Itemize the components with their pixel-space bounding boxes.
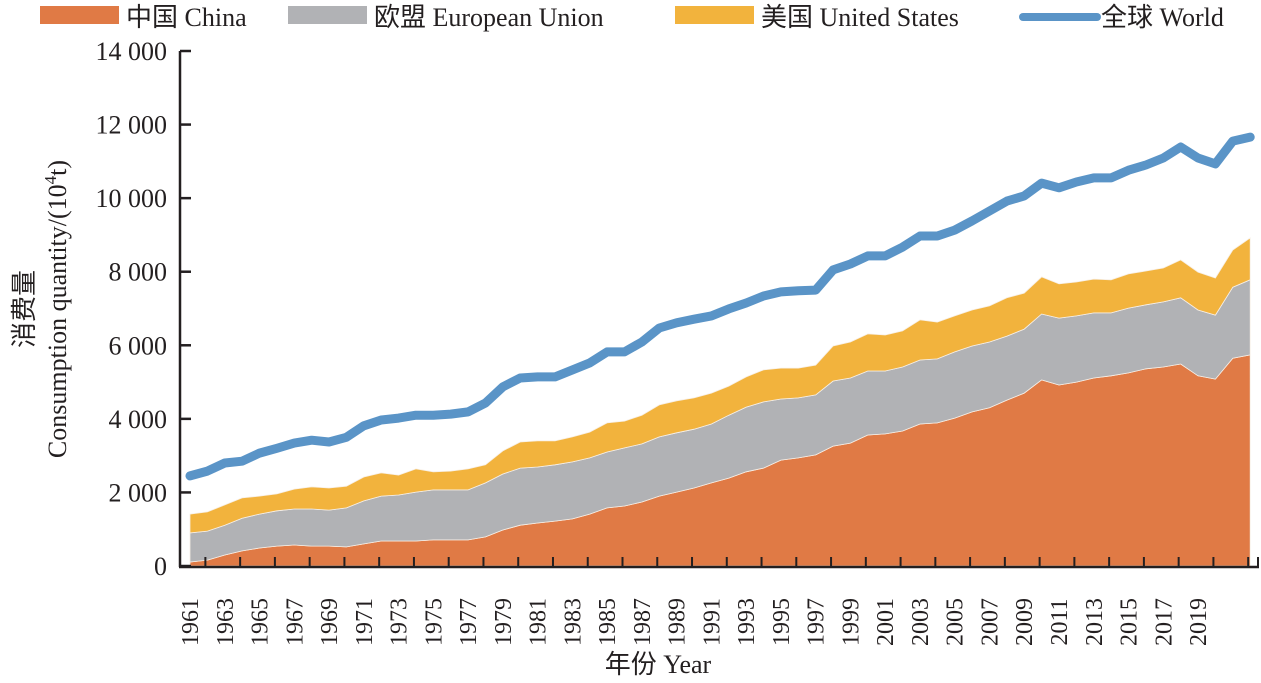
x-tick-label: 1989 xyxy=(665,598,691,646)
y-axis-title-end: t) xyxy=(43,160,72,176)
x-tick-label: 1995 xyxy=(769,598,795,646)
y-tick-label: 8 000 xyxy=(109,258,168,287)
x-tick-label: 1973 xyxy=(387,598,413,646)
x-tick-label: 1977 xyxy=(456,598,482,646)
x-tick-label: 1963 xyxy=(213,598,239,646)
legend-swatch xyxy=(288,6,367,24)
y-tick-label: 2 000 xyxy=(109,478,168,507)
y-axis-title-sup: 4 xyxy=(41,175,60,184)
legend-swatch xyxy=(40,6,119,24)
area-united-states xyxy=(189,237,1251,534)
y-tick-label: 12 000 xyxy=(96,111,168,140)
legend-label: 美国 United States xyxy=(761,3,959,32)
y-tick-label: 0 xyxy=(154,552,167,581)
legend-label: 中国 China xyxy=(126,3,247,32)
x-axis-title: 年份 Year xyxy=(605,650,712,679)
x-tick-label: 2019 xyxy=(1186,598,1212,646)
line-series xyxy=(185,132,1255,481)
x-tick-label: 1961 xyxy=(178,598,204,646)
y-axis-title-cn: 消费量 xyxy=(10,270,39,348)
x-tick-label: 1967 xyxy=(282,598,308,646)
legend-item: 美国 United States xyxy=(675,3,959,32)
x-tick-label: 1965 xyxy=(248,598,274,646)
x-tick-label: 2009 xyxy=(1012,598,1038,646)
y-tick-label: 4 000 xyxy=(109,405,168,434)
x-tick-label: 2001 xyxy=(873,598,899,646)
y-axis-title-main: Consumption quantity/(10 xyxy=(43,184,72,458)
x-tick-label: 1971 xyxy=(352,598,378,646)
legend-label: 全球 World xyxy=(1101,3,1224,32)
legend-label: 欧盟 European Union xyxy=(374,3,604,32)
x-tick-label: 1979 xyxy=(491,598,517,646)
y-tick-label: 6 000 xyxy=(109,331,168,360)
line-world xyxy=(185,132,1255,481)
legend-item: 欧盟 European Union xyxy=(288,3,604,32)
x-tick-label: 1991 xyxy=(699,598,725,646)
legend-item: 中国 China xyxy=(40,3,247,32)
x-tick-label: 1993 xyxy=(734,598,760,646)
y-tick-label: 10 000 xyxy=(96,184,168,213)
x-tick-label: 2013 xyxy=(1082,598,1108,646)
x-tick-label: 2007 xyxy=(978,598,1004,646)
x-tick-label: 1999 xyxy=(838,598,864,646)
x-tick-label: 1997 xyxy=(804,598,830,646)
x-tick-label: 1987 xyxy=(630,598,656,646)
axis-titles: 年份 Year 消费量 Consumption quantity/(104t) xyxy=(10,160,712,679)
x-tick-label: 1983 xyxy=(560,598,586,646)
x-tick-label: 2005 xyxy=(943,598,969,646)
x-tick-label: 2003 xyxy=(908,598,934,646)
stacked-areas xyxy=(189,237,1251,567)
x-tick-label: 2015 xyxy=(1117,598,1143,646)
x-tick-label: 1975 xyxy=(421,598,447,646)
legend-item: 全球 World xyxy=(1019,3,1224,32)
x-tick-label: 1985 xyxy=(595,598,621,646)
y-tick-label: 14 000 xyxy=(96,37,168,66)
y-axis-title-en: Consumption quantity/(104t) xyxy=(41,160,72,458)
x-axis: 1961 1963 1965 1967 1969 1971 1973 1975 1977 1979… xyxy=(178,557,1259,646)
y-axis: 0 2 000 4 000 6 000 8 000 10 000 12 000 14 000 xyxy=(96,37,191,581)
x-tick-label: 1969 xyxy=(317,598,343,646)
legend-swatch xyxy=(675,6,754,24)
x-tick-label: 1981 xyxy=(526,598,552,646)
x-tick-label: 2011 xyxy=(1047,598,1073,645)
x-tick-label: 2017 xyxy=(1151,598,1177,646)
legend: 中国 China 欧盟 European Union 美国 United State… xyxy=(40,3,1224,32)
